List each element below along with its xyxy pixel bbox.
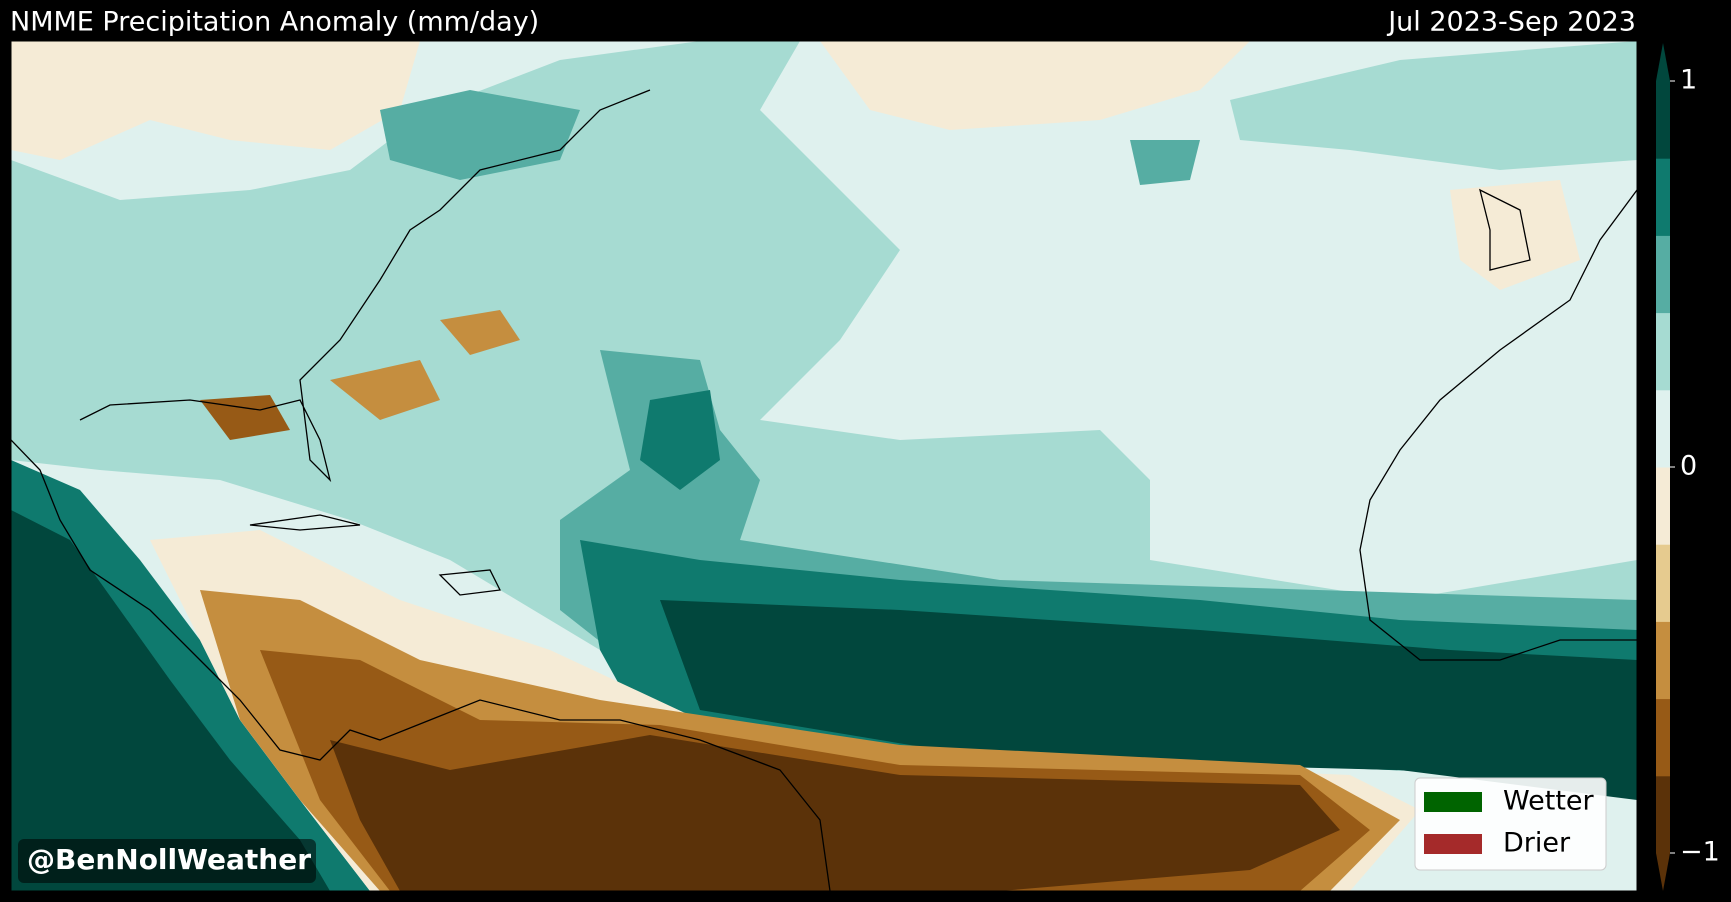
watermark: @BenNollWeather (18, 839, 316, 883)
colorbar-band (1656, 544, 1670, 622)
colorbar-tick-label: 1 (1680, 65, 1697, 96)
anomaly-area (330, 360, 440, 420)
colorbar-band (1656, 775, 1670, 854)
map-frame (10, 40, 1638, 892)
colorbar-extend (1656, 43, 1670, 81)
colorbar-band (1656, 621, 1670, 700)
colorbar-band (1656, 467, 1670, 545)
period: Jul 2023-Sep 2023 (1386, 7, 1636, 38)
colorbar-extend (1656, 853, 1670, 891)
title: NMME Precipitation Anomaly (mm/day) (10, 7, 539, 38)
coastline (11, 89, 1637, 891)
anomaly-area (200, 395, 290, 440)
anomaly-area (1450, 180, 1580, 290)
colorbar: 1 0 −1 (1656, 43, 1720, 891)
colorbar-tick-label: −1 (1680, 837, 1720, 868)
colorbar-band (1656, 389, 1670, 468)
legend: Wetter Drier (1414, 777, 1607, 871)
colorbar-band (1656, 158, 1670, 236)
anomaly-area (1230, 41, 1637, 170)
colorbar-band (1656, 81, 1670, 159)
anomaly-area (440, 310, 520, 355)
colorbar-band (1656, 235, 1670, 314)
legend-swatch (1424, 834, 1482, 854)
anomaly-area (640, 390, 720, 490)
colorbar-band (1656, 698, 1670, 777)
colorbar-tick-label: 0 (1680, 451, 1697, 482)
watermark-text: @BenNollWeather (27, 843, 311, 876)
anomaly-area (11, 41, 420, 160)
anomaly-area (11, 41, 1637, 700)
legend-label: Drier (1503, 828, 1571, 859)
watermark-box (18, 839, 316, 883)
legend-swatch (1424, 792, 1482, 812)
colorbar-band (1656, 312, 1670, 391)
anomaly-area (820, 41, 1250, 130)
legend-label: Wetter (1503, 786, 1595, 817)
anomaly-area (1130, 140, 1200, 185)
map (10, 40, 1638, 892)
anomaly-area (660, 600, 1637, 800)
anomaly-area (11, 510, 330, 891)
anomaly-area (330, 735, 1340, 891)
